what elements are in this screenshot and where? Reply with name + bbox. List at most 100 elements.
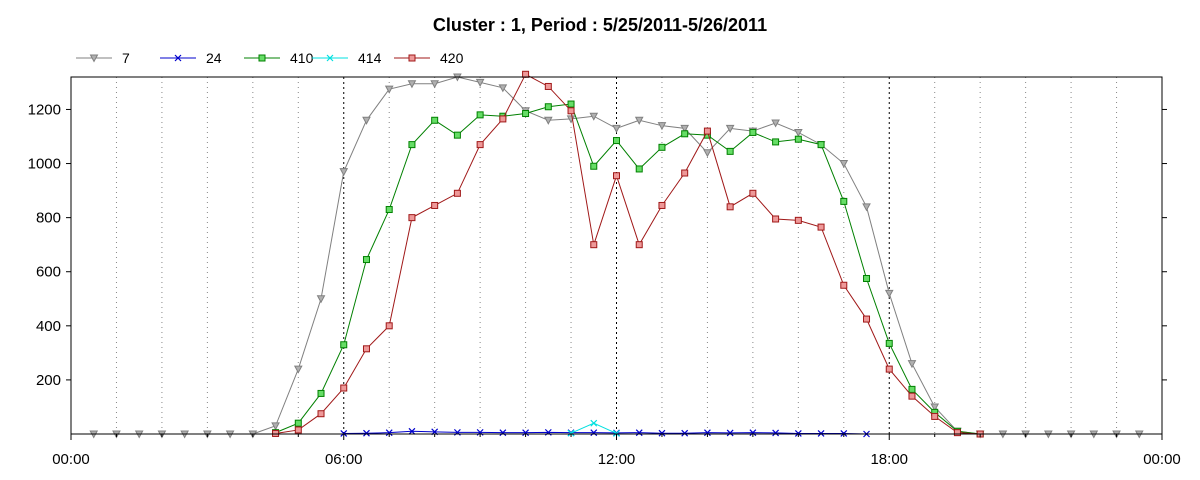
data-point xyxy=(772,429,780,437)
data-point xyxy=(613,430,620,437)
data-point xyxy=(817,430,825,437)
data-point xyxy=(635,165,643,173)
data-point xyxy=(475,78,485,87)
x-tick-label: 18:00 xyxy=(870,451,908,468)
data-point xyxy=(749,189,757,197)
data-point xyxy=(317,410,325,418)
legend-item-7: 7 xyxy=(76,50,130,66)
data-point xyxy=(681,429,689,437)
x-tick-label: 00:00 xyxy=(1143,451,1181,468)
legend-label: 24 xyxy=(206,50,222,66)
data-point xyxy=(174,54,182,62)
data-point xyxy=(544,82,552,90)
data-point xyxy=(362,116,371,125)
data-point xyxy=(908,392,916,400)
data-point xyxy=(326,54,334,62)
data-point xyxy=(612,124,621,133)
data-point xyxy=(726,429,734,437)
data-point xyxy=(703,429,711,437)
data-point xyxy=(339,168,349,177)
data-point xyxy=(658,429,666,437)
y-tick-label: 600 xyxy=(36,264,61,281)
data-point xyxy=(953,429,961,437)
data-point xyxy=(431,201,439,209)
data-point xyxy=(499,429,507,437)
legend-label: 7 xyxy=(122,50,130,66)
x-tick-label: 12:00 xyxy=(598,451,636,468)
legend-label: 410 xyxy=(290,50,314,66)
data-point xyxy=(658,143,666,151)
data-point xyxy=(476,111,484,119)
data-point xyxy=(703,127,711,135)
data-point xyxy=(817,223,825,231)
legend-item-414: 414 xyxy=(312,50,382,66)
data-point xyxy=(340,341,348,349)
data-point xyxy=(476,141,484,149)
data-point xyxy=(726,147,734,155)
data-point xyxy=(885,339,893,347)
data-point xyxy=(863,315,871,323)
data-point xyxy=(385,206,393,214)
data-point xyxy=(316,295,326,304)
data-point xyxy=(613,172,620,180)
data-point xyxy=(794,135,802,143)
legend-label: 420 xyxy=(440,50,464,66)
legend-item-420: 420 xyxy=(394,50,464,66)
axes: 200 400 600 800 1000 1200 00:00 06:00 12:00 18:00… xyxy=(28,101,1181,468)
legend-label: 414 xyxy=(358,50,382,66)
data-point xyxy=(89,54,99,63)
data-point xyxy=(839,160,849,169)
y-tick-label: 400 xyxy=(36,318,61,335)
data-point xyxy=(453,131,461,139)
data-point xyxy=(930,403,940,412)
y-tick-label: 200 xyxy=(36,372,61,389)
data-point xyxy=(772,138,780,146)
data-point xyxy=(863,274,871,282)
data-point xyxy=(362,345,370,353)
data-point xyxy=(590,241,598,249)
data-point xyxy=(749,429,757,437)
data-point xyxy=(885,365,893,373)
data-point xyxy=(908,385,916,393)
data-point xyxy=(635,241,643,249)
data-point xyxy=(543,116,553,125)
data-point xyxy=(317,389,325,397)
data-point xyxy=(840,430,848,437)
data-point xyxy=(567,100,575,108)
data-point xyxy=(681,130,689,138)
data-point xyxy=(430,80,440,89)
data-point xyxy=(498,84,508,93)
data-point xyxy=(384,85,394,94)
y-tick-label: 800 xyxy=(36,210,61,227)
data-point xyxy=(657,122,667,131)
data-point xyxy=(794,216,802,224)
data-point xyxy=(817,141,825,149)
data-point xyxy=(634,116,644,125)
data-point xyxy=(931,412,939,420)
data-point xyxy=(272,429,280,437)
data-point xyxy=(294,426,302,434)
data-point xyxy=(590,162,598,170)
data-point xyxy=(590,429,598,437)
data-point xyxy=(840,281,848,289)
data-point xyxy=(794,430,802,437)
data-point xyxy=(407,80,417,89)
series-group xyxy=(89,70,1144,439)
data-point xyxy=(793,128,803,137)
data-point xyxy=(408,214,416,222)
data-point xyxy=(771,119,780,128)
data-point xyxy=(362,256,370,264)
data-point xyxy=(408,141,416,149)
data-point xyxy=(681,169,689,177)
x-tick-label: 00:00 xyxy=(52,451,90,468)
data-point xyxy=(749,128,757,136)
data-point xyxy=(544,103,552,111)
series-414 xyxy=(567,419,620,437)
series-line xyxy=(343,430,867,435)
data-point xyxy=(453,189,461,197)
series-410 xyxy=(272,100,984,438)
data-point xyxy=(340,384,348,392)
data-point xyxy=(567,429,575,437)
data-point xyxy=(522,110,530,118)
